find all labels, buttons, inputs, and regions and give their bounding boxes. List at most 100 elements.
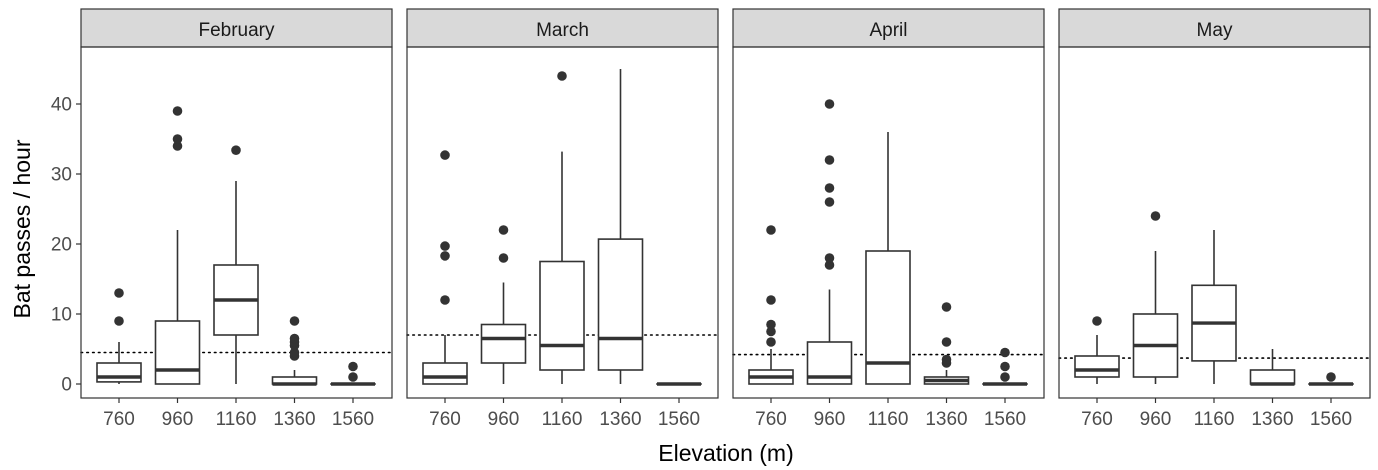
outlier-point: [766, 319, 776, 330]
iqr-box: [539, 260, 585, 371]
strip-header: [406, 8, 719, 48]
outlier-point: [824, 253, 835, 263]
box-960: [154, 106, 201, 385]
box-1560: [330, 361, 376, 386]
outlier-point: [114, 288, 124, 298]
outlier-point: [1092, 316, 1102, 326]
box-760: [1074, 316, 1120, 384]
y-tick-label: 10: [51, 305, 72, 326]
y-tick-label: 30: [51, 165, 72, 186]
x-tick-label: 1160: [216, 409, 257, 430]
outlier-point: [941, 337, 952, 347]
outlier-point: [941, 302, 952, 312]
box-1360: [597, 69, 644, 384]
box-960: [480, 225, 527, 384]
outlier-point: [1326, 372, 1336, 382]
x-tick-label: 1560: [658, 409, 700, 430]
x-tick-label: 1560: [332, 409, 374, 430]
x-tick-label: 760: [755, 409, 787, 430]
x-axis-title: Elevation (m): [658, 440, 793, 466]
box-1160: [865, 132, 911, 385]
box-760: [748, 225, 794, 385]
outlier-point: [289, 316, 300, 326]
outlier-point: [172, 134, 183, 144]
outlier-point: [440, 251, 450, 261]
x-tick-label: 1360: [925, 409, 967, 430]
x-tick-label: 760: [429, 409, 461, 430]
outlier-point: [941, 354, 952, 365]
iqr-box: [154, 320, 201, 385]
x-tick-label: 760: [1081, 409, 1113, 430]
outlier-point: [172, 141, 183, 151]
outlier-point: [1000, 347, 1010, 358]
outlier-point: [766, 225, 776, 235]
iqr-box: [597, 238, 644, 371]
x-tick-label: 1360: [273, 409, 315, 430]
box-760: [422, 150, 468, 385]
outlier-point: [498, 253, 509, 263]
outlier-point: [766, 337, 776, 347]
x-tick-label: 1560: [984, 409, 1026, 430]
x-tick-label: 1360: [1251, 409, 1293, 430]
y-tick-label: 20: [51, 235, 72, 256]
box-1360: [271, 316, 318, 386]
box-1360: [923, 302, 970, 385]
outlier-point: [1000, 372, 1010, 382]
box-1160: [1191, 230, 1237, 384]
x-tick-label: 960: [1140, 409, 1172, 430]
box-1560: [982, 347, 1028, 386]
box-1560: [1308, 372, 1354, 386]
strip-label: February: [198, 20, 275, 41]
y-axis: 0 10 20 30 40: [51, 95, 81, 396]
outlier-point: [498, 225, 509, 235]
x-tick-label: 1160: [868, 409, 909, 430]
outlier-point: [1000, 361, 1010, 372]
panels-layer: February 760 960 1160 1360 1560 March 760 960 116…: [80, 8, 1371, 430]
x-tick-label: 1560: [1310, 409, 1352, 430]
outlier-point: [824, 260, 835, 270]
outlier-point: [231, 145, 241, 155]
iqr-box: [96, 362, 142, 383]
box-960: [806, 99, 853, 385]
x-tick-label: 960: [488, 409, 520, 430]
box-760: [96, 288, 142, 384]
outlier-point: [289, 347, 300, 358]
outlier-point: [824, 197, 835, 207]
outlier-point: [114, 316, 124, 326]
strip-header: [1058, 8, 1371, 48]
outlier-point: [766, 326, 776, 337]
x-tick-label: 1360: [599, 409, 641, 430]
panel-april: April 760 960 1160 1360 1560: [732, 8, 1045, 430]
iqr-box: [1249, 369, 1296, 385]
y-tick-label: 0: [61, 375, 72, 396]
x-tick-label: 960: [162, 409, 194, 430]
strip-label: April: [869, 20, 907, 41]
outlier-point: [824, 99, 835, 109]
box-1160: [539, 71, 585, 384]
outlier-point: [348, 361, 358, 372]
x-tick-label: 1160: [1194, 409, 1235, 430]
iqr-box: [1074, 355, 1120, 378]
outlier-point: [440, 150, 450, 160]
outlier-point: [557, 71, 567, 81]
box-960: [1132, 211, 1179, 384]
y-axis-title: Bat passes / hour: [9, 139, 35, 318]
outlier-point: [289, 333, 300, 344]
strip-header: [80, 8, 393, 48]
outlier-point: [172, 106, 183, 116]
x-tick-label: 1160: [542, 409, 583, 430]
x-tick-label: 760: [103, 409, 135, 430]
strip-label: March: [536, 20, 589, 41]
outlier-point: [1150, 211, 1161, 221]
iqr-box: [422, 362, 468, 385]
box-1360: [1249, 349, 1296, 386]
outlier-point: [824, 155, 835, 165]
outlier-point: [766, 295, 776, 305]
outlier-point: [348, 372, 358, 382]
strip-header: [732, 8, 1045, 48]
x-tick-label: 960: [814, 409, 846, 430]
strip-label: May: [1197, 20, 1233, 41]
panel-may: May 760 960 1160 1360 1560: [1058, 8, 1371, 430]
iqr-box: [480, 323, 527, 364]
